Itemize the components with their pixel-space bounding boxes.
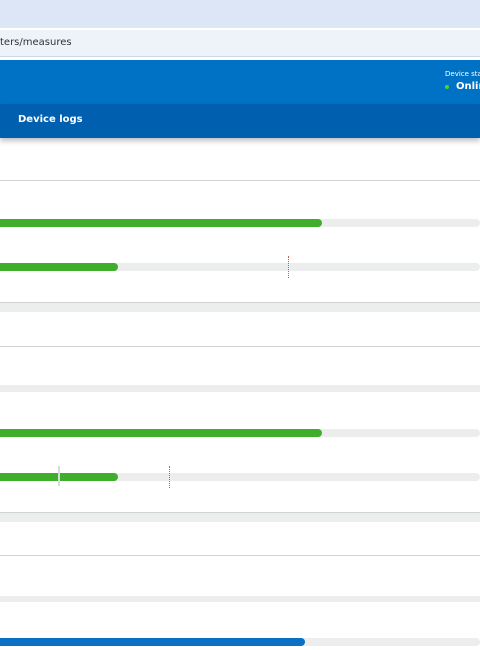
progress-track — [0, 473, 480, 481]
marker — [58, 466, 60, 486]
progress-fill — [0, 638, 305, 646]
progress-fill — [0, 429, 322, 437]
nav-tab[interactable]: Device logs — [18, 114, 83, 125]
app-header: Device statu Onlin — [0, 60, 480, 104]
section-gap — [0, 303, 480, 312]
divider — [0, 180, 480, 181]
divider — [0, 555, 480, 556]
target-marker — [288, 256, 289, 278]
section-gap — [0, 596, 480, 602]
browser-bar — [0, 0, 480, 28]
status-dot — [445, 85, 449, 89]
nav-bar: Device logs — [0, 104, 480, 138]
status-value: Onlin — [456, 81, 480, 92]
progress-fill — [0, 219, 322, 227]
target-marker — [169, 466, 170, 488]
section-gap — [0, 385, 480, 392]
divider — [0, 346, 480, 347]
progress-fill — [0, 263, 118, 271]
address-bar[interactable]: ters/measures — [0, 30, 480, 57]
url-text: ters/measures — [0, 37, 72, 48]
status-label: Device statu — [445, 70, 480, 78]
divider — [0, 512, 480, 513]
divider — [0, 302, 480, 303]
progress-track — [0, 263, 480, 271]
section-gap — [0, 513, 480, 522]
